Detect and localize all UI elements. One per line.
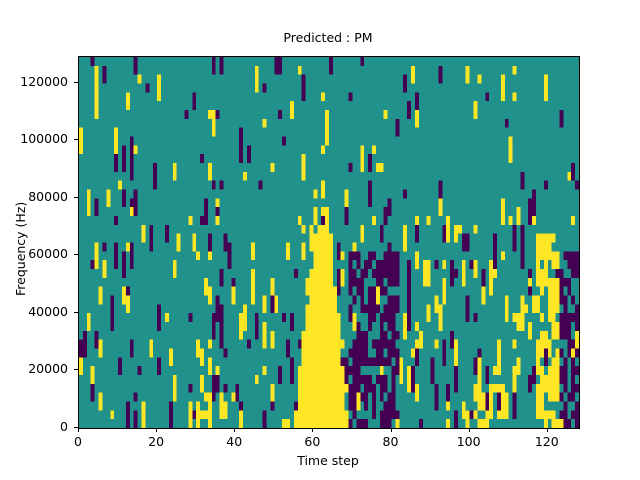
x-tick-mark: [312, 428, 314, 432]
spectrogram-heatmap[interactable]: [79, 57, 579, 428]
x-tick-label: 80: [382, 434, 399, 449]
y-tick-label: 120000: [20, 73, 68, 89]
x-axis-label: Time step: [297, 453, 359, 468]
x-tick-mark: [78, 428, 79, 432]
x-tick-label: 100: [456, 434, 481, 449]
y-tick-label: 0: [60, 419, 68, 434]
x-tick-label: 20: [148, 434, 165, 449]
y-tick-mark: [74, 139, 78, 141]
y-axis-label: Frequency (Hz): [13, 201, 28, 296]
y-tick-label: 40000: [28, 303, 68, 319]
x-tick-label: 120: [534, 434, 559, 449]
y-tick-mark: [74, 369, 78, 371]
y-tick-label: 60000: [28, 246, 68, 262]
x-tick-label: 40: [226, 434, 243, 449]
y-tick-mark: [74, 81, 78, 83]
y-tick-mark: [74, 254, 78, 256]
x-tick-mark: [546, 428, 548, 432]
y-tick-label: 100000: [20, 131, 68, 147]
x-tick-label: 0: [74, 434, 82, 449]
x-tick-label: 60: [304, 434, 321, 449]
y-tick-label: 80000: [28, 188, 68, 204]
y-tick-mark: [74, 196, 78, 198]
y-tick-mark: [74, 427, 78, 428]
x-tick-mark: [234, 428, 236, 432]
x-tick-mark: [390, 428, 392, 432]
x-tick-mark: [468, 428, 470, 432]
heatmap-plot-area[interactable]: [78, 56, 580, 429]
page-title: Predicted : PM: [283, 30, 373, 45]
y-tick-label: 20000: [28, 361, 68, 377]
x-tick-mark: [156, 428, 158, 432]
y-tick-mark: [74, 311, 78, 313]
